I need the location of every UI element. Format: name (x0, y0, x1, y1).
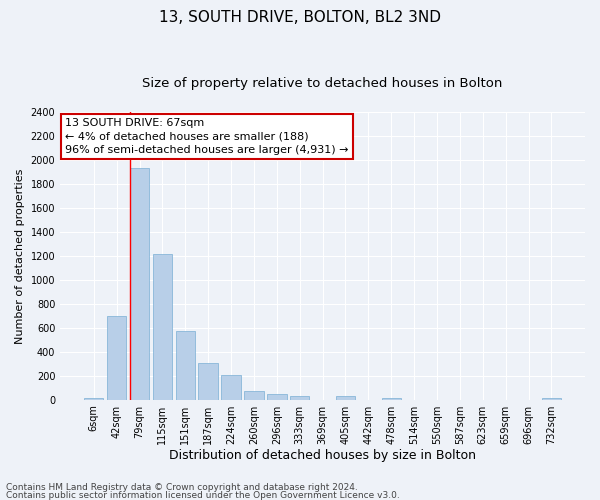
X-axis label: Distribution of detached houses by size in Bolton: Distribution of detached houses by size … (169, 450, 476, 462)
Bar (221, 375, 241, 400)
Text: Contains HM Land Registry data © Crown copyright and database right 2024.: Contains HM Land Registry data © Crown c… (6, 484, 358, 492)
Bar (267, 394, 287, 400)
Bar (290, 396, 310, 400)
Bar (336, 396, 355, 400)
Bar (107, 316, 127, 400)
Y-axis label: Number of detached properties: Number of detached properties (15, 168, 25, 344)
Bar (382, 398, 401, 400)
Bar (542, 398, 561, 400)
Text: 13, SOUTH DRIVE, BOLTON, BL2 3ND: 13, SOUTH DRIVE, BOLTON, BL2 3ND (159, 10, 441, 25)
Bar (244, 390, 263, 400)
Bar (130, 168, 149, 400)
Title: Size of property relative to detached houses in Bolton: Size of property relative to detached ho… (142, 78, 503, 90)
Bar (152, 254, 172, 400)
Bar (84, 398, 103, 400)
Text: Contains public sector information licensed under the Open Government Licence v3: Contains public sector information licen… (6, 490, 400, 500)
Text: 13 SOUTH DRIVE: 67sqm
← 4% of detached houses are smaller (188)
96% of semi-deta: 13 SOUTH DRIVE: 67sqm ← 4% of detached h… (65, 118, 349, 154)
Bar (199, 362, 218, 400)
Bar (176, 331, 195, 400)
